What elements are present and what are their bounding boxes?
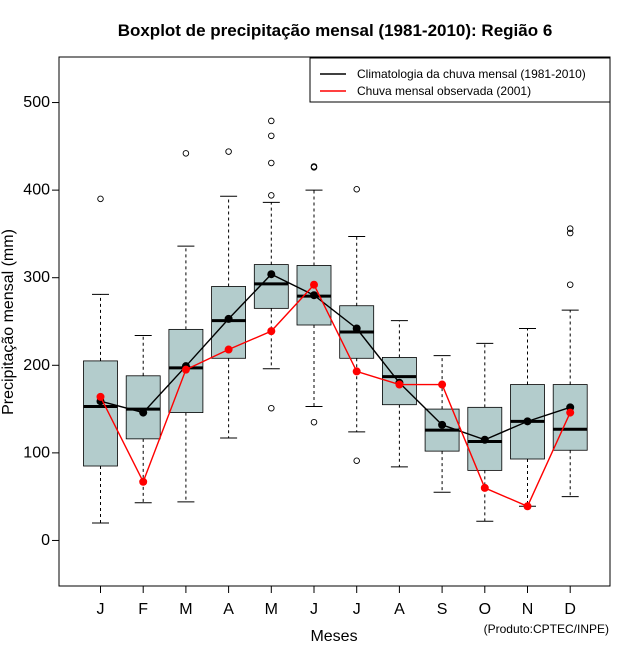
x-axis-label: Meses xyxy=(310,628,357,645)
outlier-point xyxy=(268,159,275,167)
climatology-point xyxy=(480,435,489,444)
x-tick-label: A xyxy=(223,601,234,618)
outlier-point xyxy=(353,185,360,193)
climatology-line xyxy=(100,273,571,441)
outlier-point xyxy=(310,163,318,170)
legend-label: Climatologia da chuva mensal (1981-2010) xyxy=(357,67,586,81)
chart-title: Boxplot de precipitação mensal (1981-201… xyxy=(118,21,553,40)
climatology-point xyxy=(523,417,532,426)
y-tick-label: 500 xyxy=(23,94,50,111)
outlier-point xyxy=(225,148,232,155)
box-3 xyxy=(168,150,204,503)
observed-point xyxy=(523,502,532,511)
outlier-point xyxy=(268,192,275,199)
observed-point xyxy=(352,367,361,376)
observed-point xyxy=(267,327,276,336)
x-tick-label: O xyxy=(479,601,491,618)
box-iqr xyxy=(125,375,161,440)
observed-point xyxy=(310,280,318,289)
observed-point xyxy=(181,365,190,374)
x-tick-label: J xyxy=(97,601,105,618)
box-9 xyxy=(424,355,460,493)
outlier-point xyxy=(566,229,574,237)
x-tick-label: N xyxy=(522,601,534,618)
y-tick-label: 100 xyxy=(23,444,50,461)
y-tick-label: 400 xyxy=(23,182,50,199)
plot-frame xyxy=(58,56,611,587)
observed-point xyxy=(224,345,233,354)
climatology-point xyxy=(310,291,318,300)
climatology-point xyxy=(438,420,447,429)
y-tick-label: 0 xyxy=(41,532,50,549)
x-tick-label: M xyxy=(179,601,192,618)
outlier-point xyxy=(566,225,574,232)
outlier-point xyxy=(268,117,275,125)
outlier-point xyxy=(268,132,275,140)
observed-point xyxy=(438,380,447,389)
x-tick-label: J xyxy=(310,601,318,618)
outlier-point xyxy=(310,418,318,426)
outlier-point xyxy=(353,457,360,465)
x-tick-label: M xyxy=(265,601,278,618)
credit-text: (Produto:CPTEC/INPE) xyxy=(484,622,609,636)
x-tick-label: D xyxy=(564,601,576,618)
climatology-point xyxy=(139,408,148,417)
observed-line xyxy=(99,283,571,508)
box-iqr xyxy=(83,360,118,467)
x-tick-label: A xyxy=(394,601,405,618)
box-1 xyxy=(83,195,118,524)
outlier-point xyxy=(182,150,190,157)
outlier-point xyxy=(268,404,275,412)
y-axis-label: Precipitação mensal (mm) xyxy=(0,229,17,415)
observed-point xyxy=(96,392,105,401)
y-tick-label: 300 xyxy=(23,269,50,286)
y-tick-label: 200 xyxy=(23,357,50,374)
outlier-point xyxy=(566,281,574,288)
box-4 xyxy=(211,148,247,439)
box-12 xyxy=(552,225,588,498)
x-tick-label: F xyxy=(138,601,148,618)
observed-point xyxy=(395,380,404,389)
observed-point xyxy=(480,483,489,492)
outlier-point xyxy=(97,195,104,203)
legend-box xyxy=(309,57,611,103)
climatology-point xyxy=(267,270,276,279)
observed-point xyxy=(566,408,575,417)
box-10 xyxy=(467,342,503,522)
box-iqr xyxy=(552,384,588,451)
x-tick-label: S xyxy=(437,601,448,618)
legend-label: Chuva mensal observada (2001) xyxy=(357,84,531,98)
legend: Climatologia da chuva mensal (1981-2010)… xyxy=(309,57,611,103)
x-tick-label: J xyxy=(353,601,361,618)
climatology-point xyxy=(352,324,361,333)
box-5 xyxy=(253,117,289,412)
observed-point xyxy=(139,477,148,486)
climatology-point xyxy=(224,314,233,323)
box-2 xyxy=(125,335,161,504)
